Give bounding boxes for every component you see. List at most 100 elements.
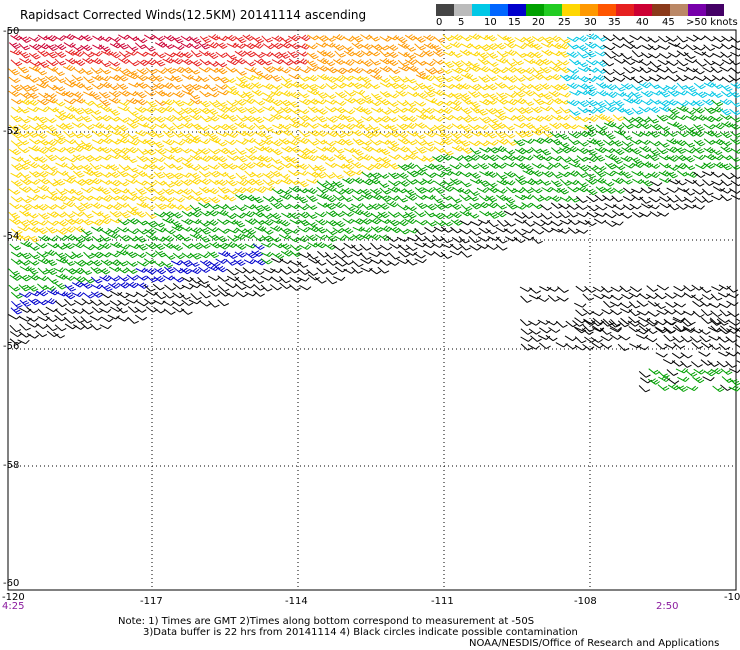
- wind-barb-stroke: [703, 81, 717, 88]
- wind-barb: [704, 153, 717, 161]
- wind-barb-stroke: [334, 106, 347, 114]
- wind-barb: [647, 204, 660, 210]
- wind-barb: [126, 274, 139, 281]
- wind-barb: [143, 139, 156, 146]
- wind-barb-stroke: [19, 157, 32, 165]
- wind-barb: [332, 210, 345, 218]
- wind-barb-stroke: [145, 75, 158, 82]
- wind-barb-stroke: [163, 115, 176, 122]
- wind-barb: [172, 114, 185, 122]
- wind-barb-stroke: [11, 300, 23, 308]
- wind-barb: [343, 268, 356, 274]
- wind-barb-stroke: [188, 283, 202, 289]
- wind-barb: [243, 50, 256, 58]
- wind-barb-stroke: [188, 67, 201, 75]
- wind-barb: [610, 286, 623, 292]
- wind-barb-stroke: [350, 250, 363, 257]
- wind-barb: [27, 244, 40, 251]
- wind-barb-stroke: [523, 51, 536, 59]
- wind-barb-stroke: [683, 188, 696, 196]
- wind-barb: [341, 250, 353, 258]
- wind-barb-stroke: [558, 171, 571, 178]
- wind-barb-stroke: [359, 82, 372, 89]
- wind-barb: [387, 260, 400, 266]
- wind-barb-stroke: [674, 44, 687, 50]
- wind-barb-stroke: [341, 258, 354, 266]
- wind-barb-stroke: [144, 268, 157, 275]
- wind-barb: [270, 276, 283, 283]
- wind-barb: [684, 124, 696, 132]
- wind-barb-stroke: [711, 60, 725, 67]
- wind-barb-stroke: [654, 292, 667, 300]
- wind-barb-stroke: [145, 221, 158, 228]
- wind-barb: [307, 138, 320, 146]
- wind-barb-stroke: [726, 300, 739, 307]
- wind-barb: [503, 83, 516, 91]
- wind-barb: [621, 140, 634, 147]
- wind-barb: [413, 36, 426, 43]
- wind-barb-stroke: [80, 282, 93, 289]
- wind-barb-stroke: [469, 43, 482, 50]
- wind-barb: [19, 172, 32, 180]
- wind-barb: [656, 147, 669, 155]
- wind-barb-stroke: [72, 241, 85, 249]
- wind-barb: [99, 67, 112, 75]
- wind-barb-stroke: [726, 293, 739, 299]
- wind-barb-stroke: [125, 188, 138, 196]
- wind-barb: [17, 138, 30, 146]
- wind-barb-stroke: [144, 228, 157, 235]
- wind-barb: [460, 124, 472, 133]
- wind-barb: [280, 106, 293, 114]
- wind-barb-stroke: [530, 211, 543, 219]
- wind-barb-stroke: [612, 148, 625, 156]
- wind-barb: [692, 300, 705, 308]
- wind-barb-stroke: [244, 194, 257, 202]
- wind-barb-stroke: [53, 132, 66, 140]
- wind-barb: [180, 42, 193, 49]
- wind-barb: [65, 57, 78, 65]
- wind-barb: [515, 131, 527, 138]
- wind-barb: [28, 145, 41, 152]
- wind-barb-stroke: [414, 100, 427, 107]
- wind-barb: [170, 146, 182, 154]
- wind-barb: [134, 106, 147, 113]
- wind-barb: [720, 194, 732, 202]
- wind-barb: [190, 123, 203, 130]
- wind-barb-stroke: [144, 196, 158, 202]
- wind-barb: [271, 258, 284, 263]
- wind-barb-stroke: [610, 294, 623, 301]
- wind-barb-stroke: [136, 51, 149, 57]
- wind-barb: [143, 116, 156, 123]
- wind-barb-stroke: [494, 131, 507, 139]
- wind-barb-stroke: [143, 258, 156, 265]
- wind-barb-stroke: [586, 211, 599, 218]
- wind-barb: [469, 229, 482, 236]
- wind-barb: [152, 130, 165, 138]
- wind-barb-stroke: [614, 84, 626, 92]
- wind-barb-stroke: [369, 139, 382, 146]
- wind-barb-stroke: [386, 124, 399, 132]
- wind-barb: [154, 41, 168, 48]
- wind-barb-stroke: [549, 122, 562, 130]
- wind-barb-stroke: [360, 108, 373, 115]
- wind-barb-stroke: [620, 212, 633, 219]
- wind-barb-stroke: [225, 105, 238, 113]
- wind-barb: [189, 252, 202, 260]
- wind-barb: [540, 219, 553, 226]
- wind-barb-stroke: [252, 178, 264, 186]
- wind-barb: [207, 154, 221, 162]
- wind-barb-stroke: [143, 172, 156, 180]
- wind-barb-stroke: [359, 243, 372, 251]
- wind-barb-stroke: [53, 267, 66, 273]
- wind-barb-stroke: [558, 92, 572, 98]
- wind-barb-stroke: [116, 124, 129, 132]
- wind-barb-stroke: [236, 76, 248, 84]
- wind-barb: [333, 82, 346, 89]
- wind-barb: [272, 123, 285, 130]
- wind-barb-stroke: [98, 267, 111, 275]
- wind-barb: [692, 68, 705, 75]
- wind-barb-stroke: [593, 139, 605, 147]
- wind-barb: [505, 76, 518, 83]
- wind-barb: [406, 147, 419, 155]
- wind-barb: [450, 226, 463, 234]
